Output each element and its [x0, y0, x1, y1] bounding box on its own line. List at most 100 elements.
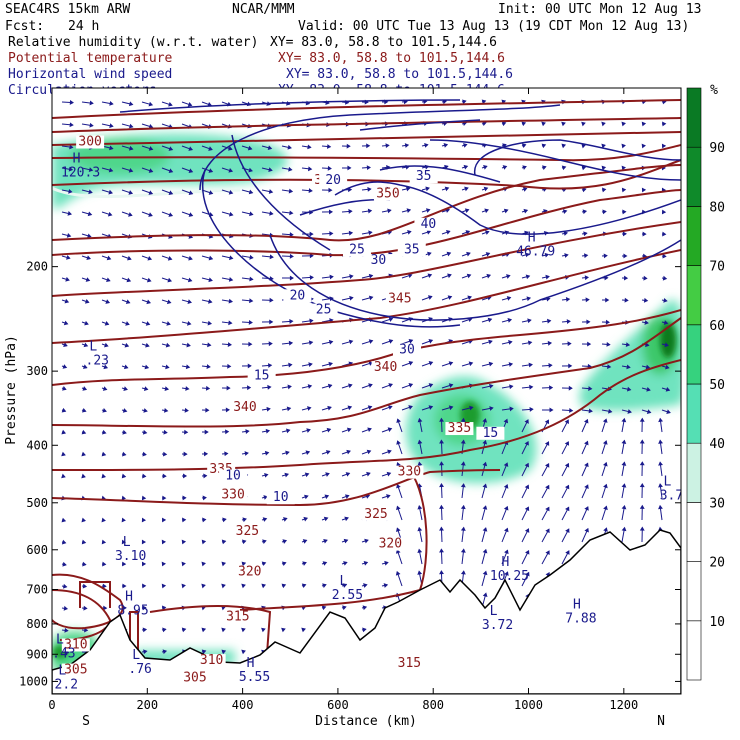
wind-vector-head — [242, 517, 247, 523]
wind-vector-head — [87, 233, 92, 239]
theta-contour-label-bg — [180, 671, 209, 685]
speed-contour-label-bg — [364, 254, 393, 268]
wind-vector-head — [408, 339, 414, 344]
wind-vector-head — [162, 451, 168, 457]
theta-contour-label-bg — [76, 135, 105, 149]
wind-vector-head — [561, 143, 567, 149]
wind-vector-head — [564, 419, 569, 424]
wind-vector-head — [344, 516, 349, 522]
speed-contour-label: 15 — [483, 426, 499, 441]
wind-vector-head — [588, 386, 593, 391]
wind-vector-head — [181, 627, 187, 633]
theta-contour-label-bg — [61, 638, 90, 652]
wind-vector-head — [205, 385, 211, 391]
wind-vector-head — [544, 419, 550, 425]
wind-vector-head — [342, 583, 348, 588]
extremum-value: 3.10 — [115, 549, 146, 564]
wind-vector-head — [89, 122, 94, 128]
theta-contour-label-bg — [373, 187, 402, 201]
wind-vector-head — [584, 527, 589, 533]
wind-vector-head — [204, 429, 209, 435]
extremum-kind: H — [125, 589, 133, 604]
wind-vector-head — [221, 561, 227, 567]
wind-vector-head — [562, 209, 568, 214]
wind-vector-head — [396, 418, 401, 424]
wind-vector-head — [503, 484, 509, 489]
wind-vector-head — [207, 342, 212, 348]
wind-vector-head — [664, 342, 669, 348]
wind-vector-head — [245, 429, 250, 434]
wind-vector-head — [82, 561, 87, 567]
wind-vector-head — [249, 276, 254, 282]
wind-vector-head — [146, 299, 151, 305]
wind-vector-head — [621, 121, 626, 127]
wind-vector-head — [321, 605, 327, 611]
wind-vector-head — [363, 560, 369, 566]
wind-vector-head — [622, 231, 627, 237]
wind-vector-head — [386, 494, 391, 499]
theta-contour-label: 320 — [238, 565, 261, 580]
wind-vector-head — [639, 439, 645, 444]
wind-vector-head — [327, 383, 333, 389]
wind-vector-head — [406, 186, 411, 192]
wind-vector-head — [81, 407, 87, 413]
wind-vector-head — [487, 317, 493, 323]
wind-vector-head — [188, 234, 194, 239]
speed-contour-label-bg — [247, 369, 276, 383]
wind-vector-head — [502, 143, 507, 148]
extremum-kind: H — [573, 598, 581, 613]
wind-vector-head — [366, 143, 371, 149]
wind-vector-head — [104, 342, 109, 348]
wind-vector-head — [309, 253, 314, 259]
wind-vector-head — [202, 495, 207, 501]
wind-vector-head — [603, 527, 608, 532]
wind-vector-head — [121, 495, 127, 501]
wind-vector-head — [263, 495, 268, 500]
colorbar-bin — [686, 265, 702, 326]
theta-contour-label: 330 — [398, 465, 421, 480]
wind-vector-head — [468, 361, 474, 367]
speed-contour-label: 10 — [273, 490, 289, 505]
wind-vector-head — [543, 209, 548, 214]
x-tick-label: 200 — [136, 698, 158, 712]
colorbar-level-label: 20 — [709, 556, 725, 571]
wind-vector-head — [261, 583, 266, 589]
wind-vector-head — [565, 528, 570, 534]
wind-vector-head — [523, 208, 529, 214]
wind-vector-head — [307, 166, 313, 172]
wind-vector-head — [66, 255, 71, 260]
wind-vector-head — [585, 297, 590, 303]
wind-vector-head — [289, 319, 294, 324]
wind-vector-head — [542, 165, 547, 171]
wind-vector-head — [241, 561, 247, 567]
wind-vector-head — [621, 504, 627, 510]
wind-vector-head — [143, 649, 148, 655]
wind-vector-head — [483, 186, 489, 192]
wind-vector-head — [645, 364, 651, 370]
extremum-kind: H — [528, 230, 536, 245]
wind-vector-head — [63, 342, 68, 347]
wind-vector-head — [602, 440, 608, 445]
wind-vector-head — [247, 145, 253, 151]
wind-vector-head — [102, 561, 107, 567]
wind-vector-head — [460, 439, 466, 444]
wind-vector-head — [482, 505, 488, 510]
direction-label-north: N — [657, 714, 665, 729]
wind-vector-head — [367, 427, 372, 433]
wind-vector-head — [241, 627, 246, 633]
wind-vector-head — [183, 451, 188, 457]
theta-contour-label-bg — [230, 400, 259, 414]
wind-vector-head — [501, 99, 507, 105]
wind-vector-head — [305, 450, 311, 455]
wind-vector-head — [265, 428, 271, 434]
wind-vector-head — [188, 190, 194, 195]
plot-frame — [51, 87, 682, 695]
wind-vector-head — [143, 408, 148, 413]
wind-vector-head — [348, 383, 353, 389]
y-tick-label: 600 — [26, 543, 48, 557]
wind-vector-head — [483, 165, 488, 170]
wind-vector-head — [666, 409, 671, 414]
wind-vector-head — [482, 483, 488, 489]
wind-vector-head — [509, 406, 514, 412]
wind-vector-head — [545, 462, 550, 468]
